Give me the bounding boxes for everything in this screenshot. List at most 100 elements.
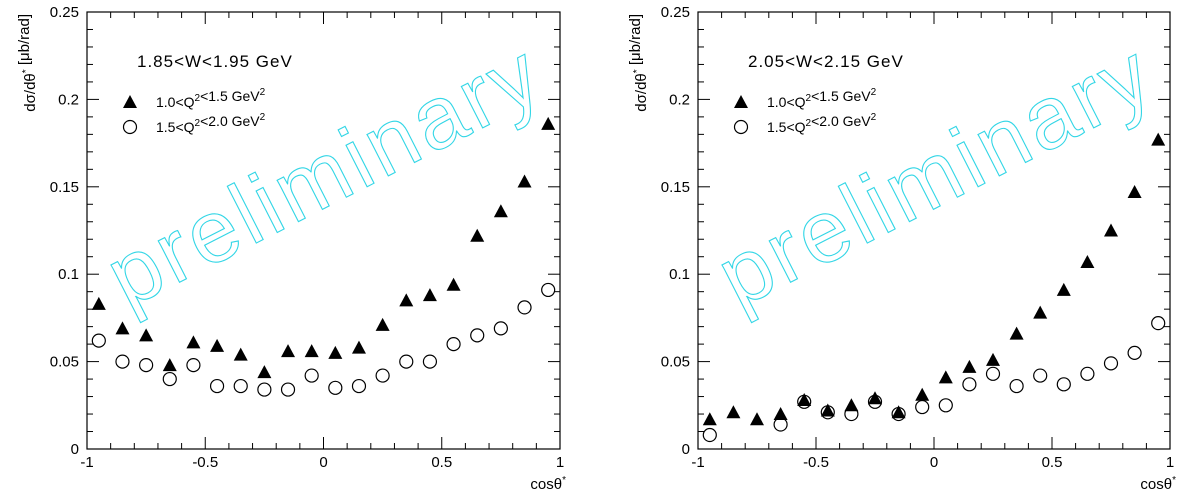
data-point-triangle (1080, 254, 1095, 268)
data-point-triangle (139, 328, 154, 342)
y-tick-label: 0 (71, 441, 79, 458)
x-tick-label: 1 (556, 454, 564, 471)
plot-left: preliminary-1 -0.5 0 0.5 100.050.10.150.20.2… (16, 4, 566, 493)
data-point-triangle (328, 345, 343, 359)
x-axis-title: cosθ* (1140, 475, 1176, 493)
x-tick-label: 0 (930, 454, 938, 471)
data-point-circle (891, 406, 906, 422)
x-tick-label: 0.5 (431, 454, 452, 471)
data-point-triangle (773, 407, 788, 421)
data-point-triangle (1127, 185, 1142, 199)
data-point-circle (844, 406, 859, 422)
y-axis-title: dσ/dθ* [μb/rad] (16, 14, 39, 112)
data-point-circle (446, 337, 461, 352)
y-tick-label: 0 (682, 441, 690, 458)
kinematic-annotation: 2.05<W<2.15 GeV (748, 52, 904, 71)
data-point-circle (1103, 356, 1119, 371)
data-point-circle (375, 368, 390, 383)
x-tick-label: 0.5 (1042, 454, 1063, 471)
y-tick-label: 0.05 (50, 354, 79, 371)
data-point-triangle (422, 288, 437, 302)
data-point-circle (1080, 366, 1095, 381)
data-point-circle (517, 300, 532, 315)
data-point-triangle (1009, 326, 1024, 340)
data-point-circle (1127, 345, 1142, 360)
data-point-circle (1033, 368, 1048, 383)
data-point-circle (1009, 378, 1024, 394)
data-point-triangle (986, 352, 1000, 366)
data-point-circle (162, 371, 177, 387)
data-point-circle (470, 328, 485, 343)
legend-marker-circle (122, 119, 138, 135)
data-point-circle (91, 333, 106, 348)
data-point-circle (915, 399, 930, 415)
data-point-triangle (702, 412, 717, 426)
data-point-circle (328, 380, 343, 395)
legend-label: 1.0<Q2<1.5 GeV2 (156, 87, 266, 110)
legend-label: 1.5<Q2<2.0 GeV2 (767, 112, 877, 135)
y-tick-label: 0.2 (58, 91, 79, 108)
data-point-circle (1056, 377, 1071, 392)
x-tick-label: -0.5 (803, 454, 829, 471)
x-tick-label: -1 (691, 454, 704, 471)
data-point-triangle (493, 204, 508, 218)
legend-label: 1.0<Q2<1.5 GeV2 (767, 87, 877, 110)
y-axis-title: dσ/dθ* [μb/rad] (627, 14, 650, 112)
data-point-triangle (726, 405, 741, 419)
data-point-triangle (446, 277, 461, 291)
data-point-triangle (470, 228, 485, 242)
data-point-circle (422, 354, 438, 369)
data-point-triangle (820, 403, 835, 417)
data-point-circle (938, 398, 953, 413)
data-point-triangle (1104, 223, 1118, 237)
y-tick-label: 0.1 (58, 266, 79, 283)
data-point-circle (186, 357, 201, 373)
data-point-circle (985, 366, 1001, 381)
data-point-triangle (797, 393, 812, 407)
data-point-circle (209, 378, 225, 394)
data-point-triangle (115, 321, 130, 335)
plot-right: preliminary-1 -0.5 0 0.5 100.050.10.150.20.2… (627, 4, 1176, 493)
data-point-circle (493, 321, 508, 336)
legend-label: 1.5<Q2<2.0 GeV2 (156, 112, 266, 135)
y-tick-label: 0.25 (50, 4, 79, 21)
legend-marker-triangle (123, 95, 137, 108)
data-point-triangle (210, 338, 225, 352)
legend-marker-triangle (734, 95, 748, 108)
data-point-circle (797, 394, 812, 409)
data-point-triangle (1033, 305, 1048, 319)
data-point-circle (233, 378, 248, 394)
data-point-triangle (304, 344, 319, 358)
data-point-triangle (541, 116, 556, 130)
x-tick-label: -1 (80, 454, 93, 471)
data-point-triangle (891, 405, 906, 419)
data-point-circle (351, 378, 367, 394)
data-point-circle (280, 382, 296, 397)
x-axis-title: cosθ* (530, 475, 566, 493)
data-point-triangle (375, 317, 390, 331)
y-tick-label: 0.15 (50, 179, 79, 196)
data-point-triangle (399, 293, 414, 307)
data-point-circle (867, 394, 883, 409)
y-tick-label: 0.25 (661, 4, 690, 21)
data-point-triangle (1151, 132, 1166, 146)
data-point-triangle (1056, 282, 1071, 296)
data-point-circle (820, 405, 835, 420)
kinematic-annotation: 1.85<W<1.95 GeV (137, 52, 293, 71)
data-point-triangle (257, 365, 272, 379)
data-point-circle (115, 354, 130, 369)
data-point-circle (304, 368, 319, 383)
data-point-circle (139, 357, 154, 373)
data-point-triangle (938, 370, 953, 384)
y-tick-label: 0.05 (661, 354, 690, 371)
data-point-circle (962, 377, 977, 392)
y-tick-label: 0.2 (669, 91, 690, 108)
data-point-circle (541, 282, 556, 298)
data-point-circle (702, 427, 717, 443)
data-point-triangle (351, 340, 366, 354)
x-tick-label: 1 (1166, 454, 1174, 471)
data-point-circle (1151, 316, 1166, 331)
x-tick-label: -0.5 (192, 454, 218, 471)
data-point-triangle (517, 174, 532, 188)
